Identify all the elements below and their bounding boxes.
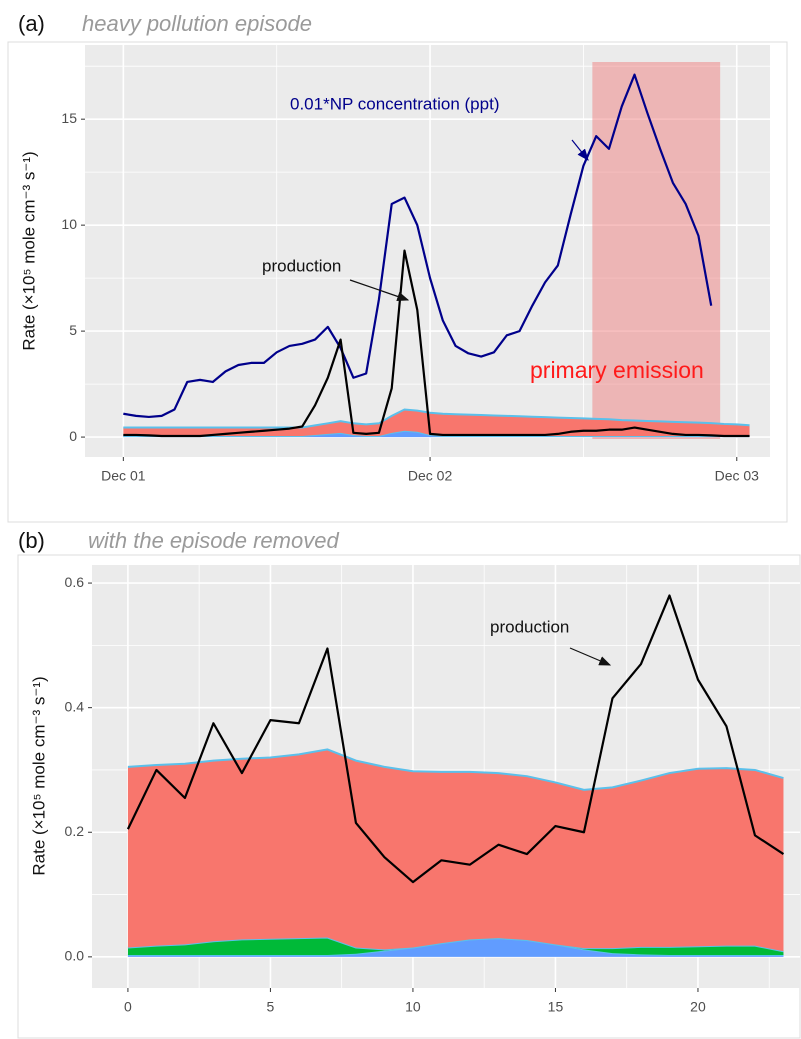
area-outline <box>123 408 750 429</box>
annotation: production <box>490 617 569 636</box>
plots: 0 5 10 15 Dec 01 Dec 02 Dec 03 0.0 0.2 0.4 0.6 0 5 10… <box>61 45 800 1015</box>
area <box>127 749 784 952</box>
y-axis-title: Rate (×10⁵ mole cm⁻³ s⁻¹) <box>29 676 48 875</box>
x-tick-label: 15 <box>548 999 564 1015</box>
x-tick-label: Dec 03 <box>715 468 760 484</box>
y-tick-label: 15 <box>61 110 77 126</box>
annotation: 0.01*NP concentration (ppt) <box>290 94 499 113</box>
shaded-region <box>592 62 721 439</box>
annotation-arrow <box>569 647 612 666</box>
y-tick-label: 10 <box>61 216 77 232</box>
panel-frame <box>7 41 788 523</box>
y-tick-label: 0.6 <box>65 574 85 590</box>
y-tick-label: 0.0 <box>65 948 85 964</box>
x-tick-label: 10 <box>405 999 421 1015</box>
line <box>123 73 713 419</box>
panel-label: (a) <box>18 11 45 36</box>
x-tick-label: 5 <box>267 999 275 1015</box>
y-tick-label: 0.2 <box>65 823 85 839</box>
y-tick-label: 0.4 <box>65 698 85 714</box>
y-tick-label: 5 <box>69 322 77 338</box>
x-tick-label: Dec 01 <box>101 468 146 484</box>
x-tick-label: Dec 02 <box>408 468 453 484</box>
area <box>127 938 784 957</box>
annotation-arrow <box>349 279 410 302</box>
panel-title: heavy pollution episode <box>82 11 312 36</box>
y-tick-label: 0 <box>69 428 77 444</box>
annotation: production <box>262 256 341 275</box>
area <box>127 937 784 955</box>
annotation-arrow <box>571 139 589 161</box>
annotation: primary emission <box>530 357 704 383</box>
panel-title: with the episode removed <box>88 528 339 553</box>
area-outline <box>127 748 784 791</box>
x-tick-label: 20 <box>690 999 706 1015</box>
line <box>123 249 750 438</box>
y-axis-title: Rate (×10⁵ mole cm⁻³ s⁻¹) <box>19 151 38 350</box>
x-tick-label: 0 <box>124 999 132 1015</box>
line <box>126 594 785 884</box>
panel-label: (b) <box>18 528 45 553</box>
